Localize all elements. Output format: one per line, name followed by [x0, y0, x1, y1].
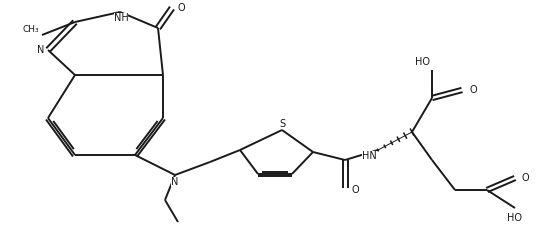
Text: NH: NH — [114, 13, 129, 23]
Text: CH₃: CH₃ — [23, 25, 39, 34]
Text: HO: HO — [507, 213, 522, 223]
Text: O: O — [522, 173, 529, 183]
Text: N: N — [37, 45, 44, 55]
Text: HN: HN — [362, 151, 377, 161]
Text: N: N — [171, 177, 179, 187]
Text: HO: HO — [415, 57, 430, 67]
Text: O: O — [352, 185, 359, 195]
Text: S: S — [279, 119, 285, 129]
Text: O: O — [177, 3, 185, 13]
Text: O: O — [469, 85, 477, 95]
